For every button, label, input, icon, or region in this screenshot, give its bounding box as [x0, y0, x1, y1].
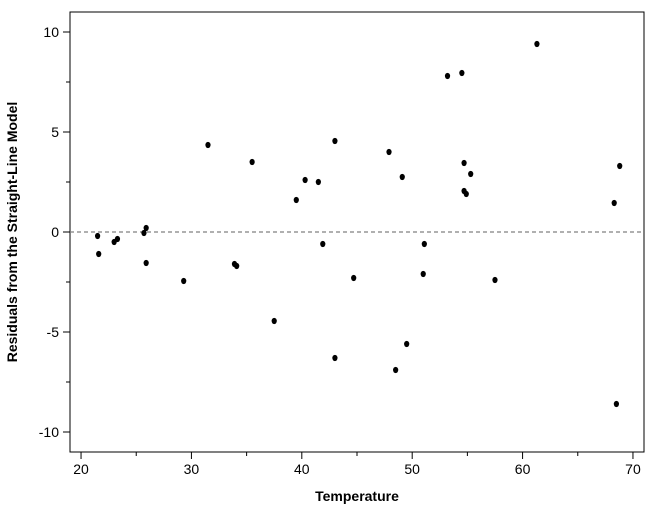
data-point	[404, 340, 410, 348]
data-point	[617, 162, 623, 170]
data-point	[492, 276, 498, 284]
data-point	[461, 159, 467, 167]
data-point	[351, 274, 357, 282]
y-tick-label: -10	[39, 424, 59, 440]
data-point	[181, 277, 187, 285]
y-axis-label: Residuals from the Straight-Line Model	[4, 102, 20, 363]
y-tick-label: 0	[51, 224, 59, 240]
data-point	[234, 262, 240, 270]
data-point	[293, 196, 299, 204]
data-point	[613, 400, 620, 408]
data-point	[249, 158, 255, 166]
y-tick-label: 5	[51, 124, 59, 140]
data-point	[332, 354, 338, 362]
data-point	[386, 148, 392, 156]
y-axis-ticks: -10 -5 0 5 10	[39, 24, 70, 440]
data-point	[302, 176, 308, 184]
data-point	[141, 229, 147, 237]
data-point	[420, 270, 426, 278]
data-point	[271, 317, 277, 325]
data-point	[143, 259, 149, 267]
data-point	[459, 69, 465, 77]
x-tick-label: 60	[515, 461, 531, 477]
data-point	[96, 250, 102, 258]
data-point	[114, 235, 121, 243]
y-tick-label: 10	[43, 24, 59, 40]
x-tick-label: 50	[404, 461, 420, 477]
x-axis-label: Temperature	[315, 488, 399, 504]
data-point	[320, 240, 326, 248]
x-tick-label: 30	[184, 461, 200, 477]
data-point	[399, 173, 405, 181]
data-point	[205, 141, 211, 149]
data-point	[393, 366, 399, 374]
data-point	[94, 232, 101, 240]
x-axis-ticks: 20 30 40 50 60 70	[73, 452, 641, 477]
data-point	[463, 190, 469, 198]
data-points	[94, 40, 623, 408]
x-tick-label: 40	[294, 461, 310, 477]
y-tick-label: -5	[47, 324, 60, 340]
data-point	[332, 137, 338, 145]
x-tick-label: 20	[73, 461, 89, 477]
data-point	[143, 224, 149, 232]
data-point	[315, 178, 321, 186]
data-point	[444, 72, 451, 80]
data-point	[421, 240, 427, 248]
data-point	[468, 170, 474, 178]
data-point	[534, 40, 540, 48]
x-tick-label: 70	[625, 461, 641, 477]
data-point	[611, 199, 617, 207]
